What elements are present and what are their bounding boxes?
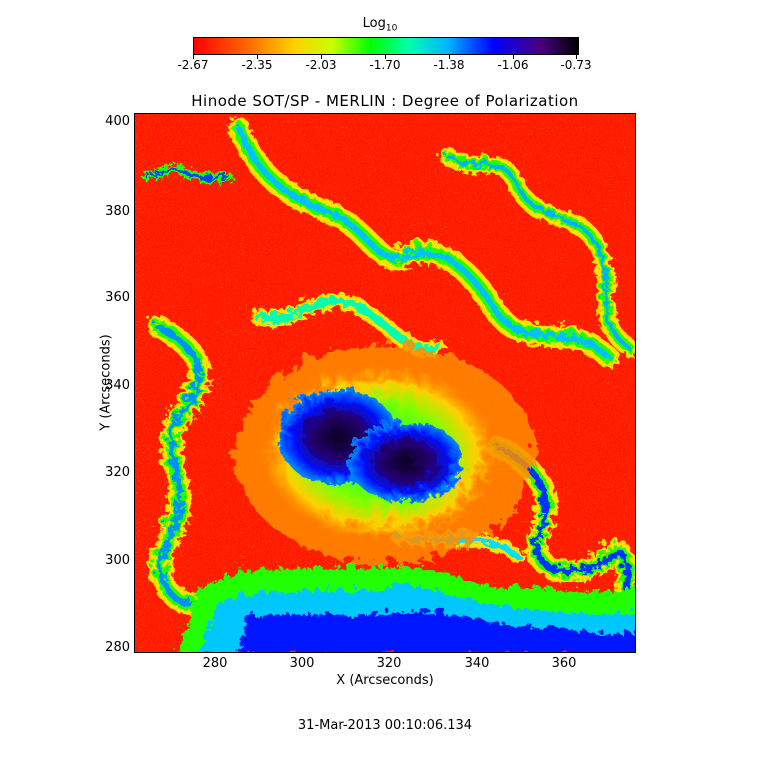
colorbar-tick-label: -0.73 <box>560 58 592 72</box>
colorbar-tick <box>193 54 194 59</box>
y-tick-label: 300 <box>105 553 130 568</box>
x-axis-label: X (Arcseconds) <box>336 673 434 688</box>
x-tick-label: 360 <box>551 656 577 671</box>
colorbar-tick <box>449 54 450 59</box>
colorbar-title-text: Log <box>362 16 386 31</box>
x-tick-label: 320 <box>376 656 402 671</box>
x-tick-label: 340 <box>464 656 490 671</box>
y-tick-label: 360 <box>105 290 130 305</box>
y-tick-label: 280 <box>105 640 130 655</box>
sunspot-cores <box>275 386 461 499</box>
colorbar <box>193 37 579 55</box>
y-tick-label: 340 <box>105 378 130 393</box>
colorbar-title-subscript: 10 <box>385 23 398 34</box>
colorbar-tick-label: -2.67 <box>177 58 209 72</box>
polarization-map-svg <box>135 114 635 652</box>
y-axis-label: Y (Arcseconds) <box>98 334 114 431</box>
x-tick-label: 300 <box>289 656 315 671</box>
colorbar-tick-label: -1.06 <box>497 58 529 72</box>
colorbar-tick-label: -2.03 <box>305 58 337 72</box>
y-tick-label: 320 <box>105 465 130 480</box>
x-tick-label: 280 <box>202 656 228 671</box>
colorbar-tick <box>321 54 322 59</box>
colorbar-tick <box>513 54 514 59</box>
colorbar-title: Log10 <box>330 16 430 34</box>
plot-title: Hinode SOT/SP - MERLIN : Degree of Polar… <box>191 92 579 110</box>
colorbar-tick-label: -1.70 <box>369 58 401 72</box>
y-tick-label: 380 <box>105 204 130 219</box>
observation-timestamp: 31-Mar-2013 00:10:06.134 <box>297 718 473 733</box>
magnetic-network <box>140 114 635 652</box>
colorbar-tick <box>576 54 577 59</box>
y-tick-label: 400 <box>105 114 130 129</box>
polarization-map <box>134 113 636 653</box>
colorbar-tick-label: -1.38 <box>433 58 465 72</box>
colorbar-tick <box>257 54 258 59</box>
colorbar-tick <box>385 54 386 59</box>
colorbar-tick-label: -2.35 <box>241 58 273 72</box>
